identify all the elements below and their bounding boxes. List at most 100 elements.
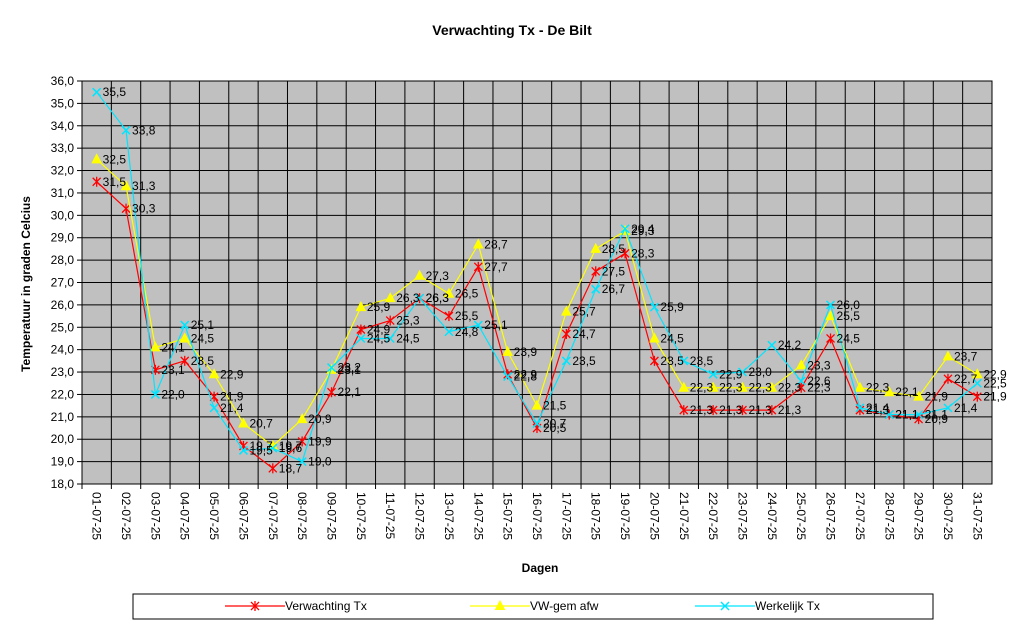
x-tick-label: 03-07-25 bbox=[148, 492, 162, 540]
data-label: 26,3 bbox=[426, 291, 450, 305]
y-tick-label: 19,0 bbox=[51, 455, 75, 469]
data-label: 26,0 bbox=[837, 298, 861, 312]
marker-x bbox=[620, 224, 630, 234]
data-label: 22,0 bbox=[161, 387, 185, 401]
data-label: 27,5 bbox=[602, 264, 626, 278]
y-tick-label: 31,0 bbox=[51, 186, 75, 200]
x-tick-label: 12-07-25 bbox=[413, 492, 427, 540]
marker-triangle bbox=[883, 386, 895, 397]
marker-x bbox=[914, 410, 924, 420]
x-tick-label: 30-07-25 bbox=[941, 492, 955, 540]
marker-x bbox=[415, 293, 425, 303]
marker-triangle bbox=[238, 417, 249, 428]
y-tick-label: 35,0 bbox=[51, 96, 75, 110]
y-tick-label: 32,0 bbox=[51, 164, 75, 178]
data-label: 35,5 bbox=[103, 85, 127, 99]
x-tick-label: 08-07-25 bbox=[295, 492, 309, 540]
marker-triangle bbox=[737, 381, 748, 392]
data-label: 20,9 bbox=[308, 412, 332, 426]
data-label: 26,3 bbox=[396, 291, 420, 305]
marker-x bbox=[649, 302, 659, 312]
data-label: 24,2 bbox=[778, 338, 802, 352]
data-label: 23,1 bbox=[161, 363, 185, 377]
data-label: 23,0 bbox=[748, 365, 772, 379]
data-label: 19,0 bbox=[308, 455, 332, 469]
data-label: 24,5 bbox=[837, 331, 861, 345]
marker-x bbox=[297, 457, 307, 467]
data-label: 33,8 bbox=[132, 123, 156, 137]
marker-triangle bbox=[590, 242, 602, 253]
data-label: 23,1 bbox=[338, 363, 362, 377]
x-tick-label: 02-07-25 bbox=[119, 492, 133, 540]
marker-triangle bbox=[179, 332, 191, 343]
data-label: 21,9 bbox=[983, 390, 1007, 404]
data-label: 21,1 bbox=[895, 408, 919, 422]
data-label: 22,9 bbox=[719, 367, 743, 381]
x-tick-label: 04-07-25 bbox=[178, 492, 192, 540]
data-label: 21,3 bbox=[778, 403, 802, 417]
data-label: 22,3 bbox=[866, 381, 890, 395]
data-label: 23,3 bbox=[807, 358, 831, 372]
marker-x bbox=[473, 320, 483, 330]
marker-x bbox=[326, 363, 337, 373]
data-label: 24,5 bbox=[367, 331, 391, 345]
data-label: 19,5 bbox=[249, 443, 273, 457]
data-label: 22,9 bbox=[514, 367, 538, 381]
marker-triangle bbox=[150, 341, 161, 352]
marker-triangle bbox=[296, 413, 308, 424]
data-label: 22,9 bbox=[220, 367, 244, 381]
data-label: 19,7 bbox=[249, 439, 273, 453]
marker-triangle bbox=[443, 287, 455, 298]
data-label: 21,1 bbox=[925, 408, 949, 422]
data-label: 19,7 bbox=[279, 439, 303, 453]
marker-triangle bbox=[707, 381, 719, 392]
x-tick-label: 20-07-25 bbox=[647, 492, 661, 540]
marker-x bbox=[532, 419, 542, 429]
data-label: 25,7 bbox=[572, 305, 596, 319]
data-label: 21,4 bbox=[954, 401, 978, 415]
marker-triangle bbox=[494, 599, 506, 610]
data-label: 22,3 bbox=[807, 381, 831, 395]
legend-item-1: VW-gem afw bbox=[470, 599, 599, 613]
marker-triangle bbox=[502, 345, 513, 356]
data-label: 22,3 bbox=[690, 381, 714, 395]
y-axis-ticks: 18,0 19,0 20,0 21,0 22,0 23,0 24,0 25,0 26,0 27,0… bbox=[51, 74, 82, 491]
data-label: 21,9 bbox=[925, 390, 949, 404]
x-tick-label: 09-07-25 bbox=[325, 492, 339, 540]
data-label: 22,3 bbox=[778, 381, 802, 395]
y-tick-label: 33,0 bbox=[51, 141, 75, 155]
marker-triangle bbox=[208, 368, 220, 379]
data-label: 23,5 bbox=[572, 354, 596, 368]
marker-x bbox=[268, 443, 278, 453]
x-tick-label: 31-07-25 bbox=[970, 492, 984, 540]
series-2 bbox=[92, 87, 982, 467]
marker-x bbox=[972, 378, 982, 388]
legend: Verwachting Tx VW-gem afw Werkelijk Tx bbox=[132, 593, 934, 620]
marker-x bbox=[943, 403, 953, 413]
data-label: 22,3 bbox=[719, 381, 743, 395]
marker-triangle bbox=[971, 368, 983, 379]
data-label: 19,6 bbox=[279, 441, 303, 455]
data-label: 25,9 bbox=[367, 300, 391, 314]
data-label: 23,5 bbox=[660, 354, 684, 368]
data-label: 22,7 bbox=[954, 372, 978, 386]
data-label: 22,3 bbox=[748, 381, 772, 395]
data-label: 24,8 bbox=[455, 325, 479, 339]
y-tick-label: 26,0 bbox=[51, 298, 75, 312]
marker-x bbox=[855, 403, 865, 413]
x-tick-label: 21-07-25 bbox=[677, 492, 691, 540]
x-tick-label: 26-07-25 bbox=[824, 492, 838, 540]
data-label: 21,3 bbox=[719, 403, 743, 417]
y-tick-label: 22,0 bbox=[51, 387, 75, 401]
y-tick-label: 34,0 bbox=[51, 119, 75, 133]
x-tick-label: 01-07-25 bbox=[90, 492, 104, 540]
y-tick-label: 23,0 bbox=[51, 365, 75, 379]
marker-x bbox=[121, 125, 131, 135]
data-label: 22,9 bbox=[983, 367, 1007, 381]
marker-x bbox=[180, 320, 190, 330]
data-label: 23,2 bbox=[338, 361, 362, 375]
data-label: 29,3 bbox=[631, 224, 655, 238]
data-label: 22,8 bbox=[514, 370, 538, 384]
marker-x bbox=[737, 367, 748, 377]
x-axis-ticks: 01-07-25 02-07-25 03-07-25 04-07-25 05-07-25… bbox=[81, 484, 984, 540]
